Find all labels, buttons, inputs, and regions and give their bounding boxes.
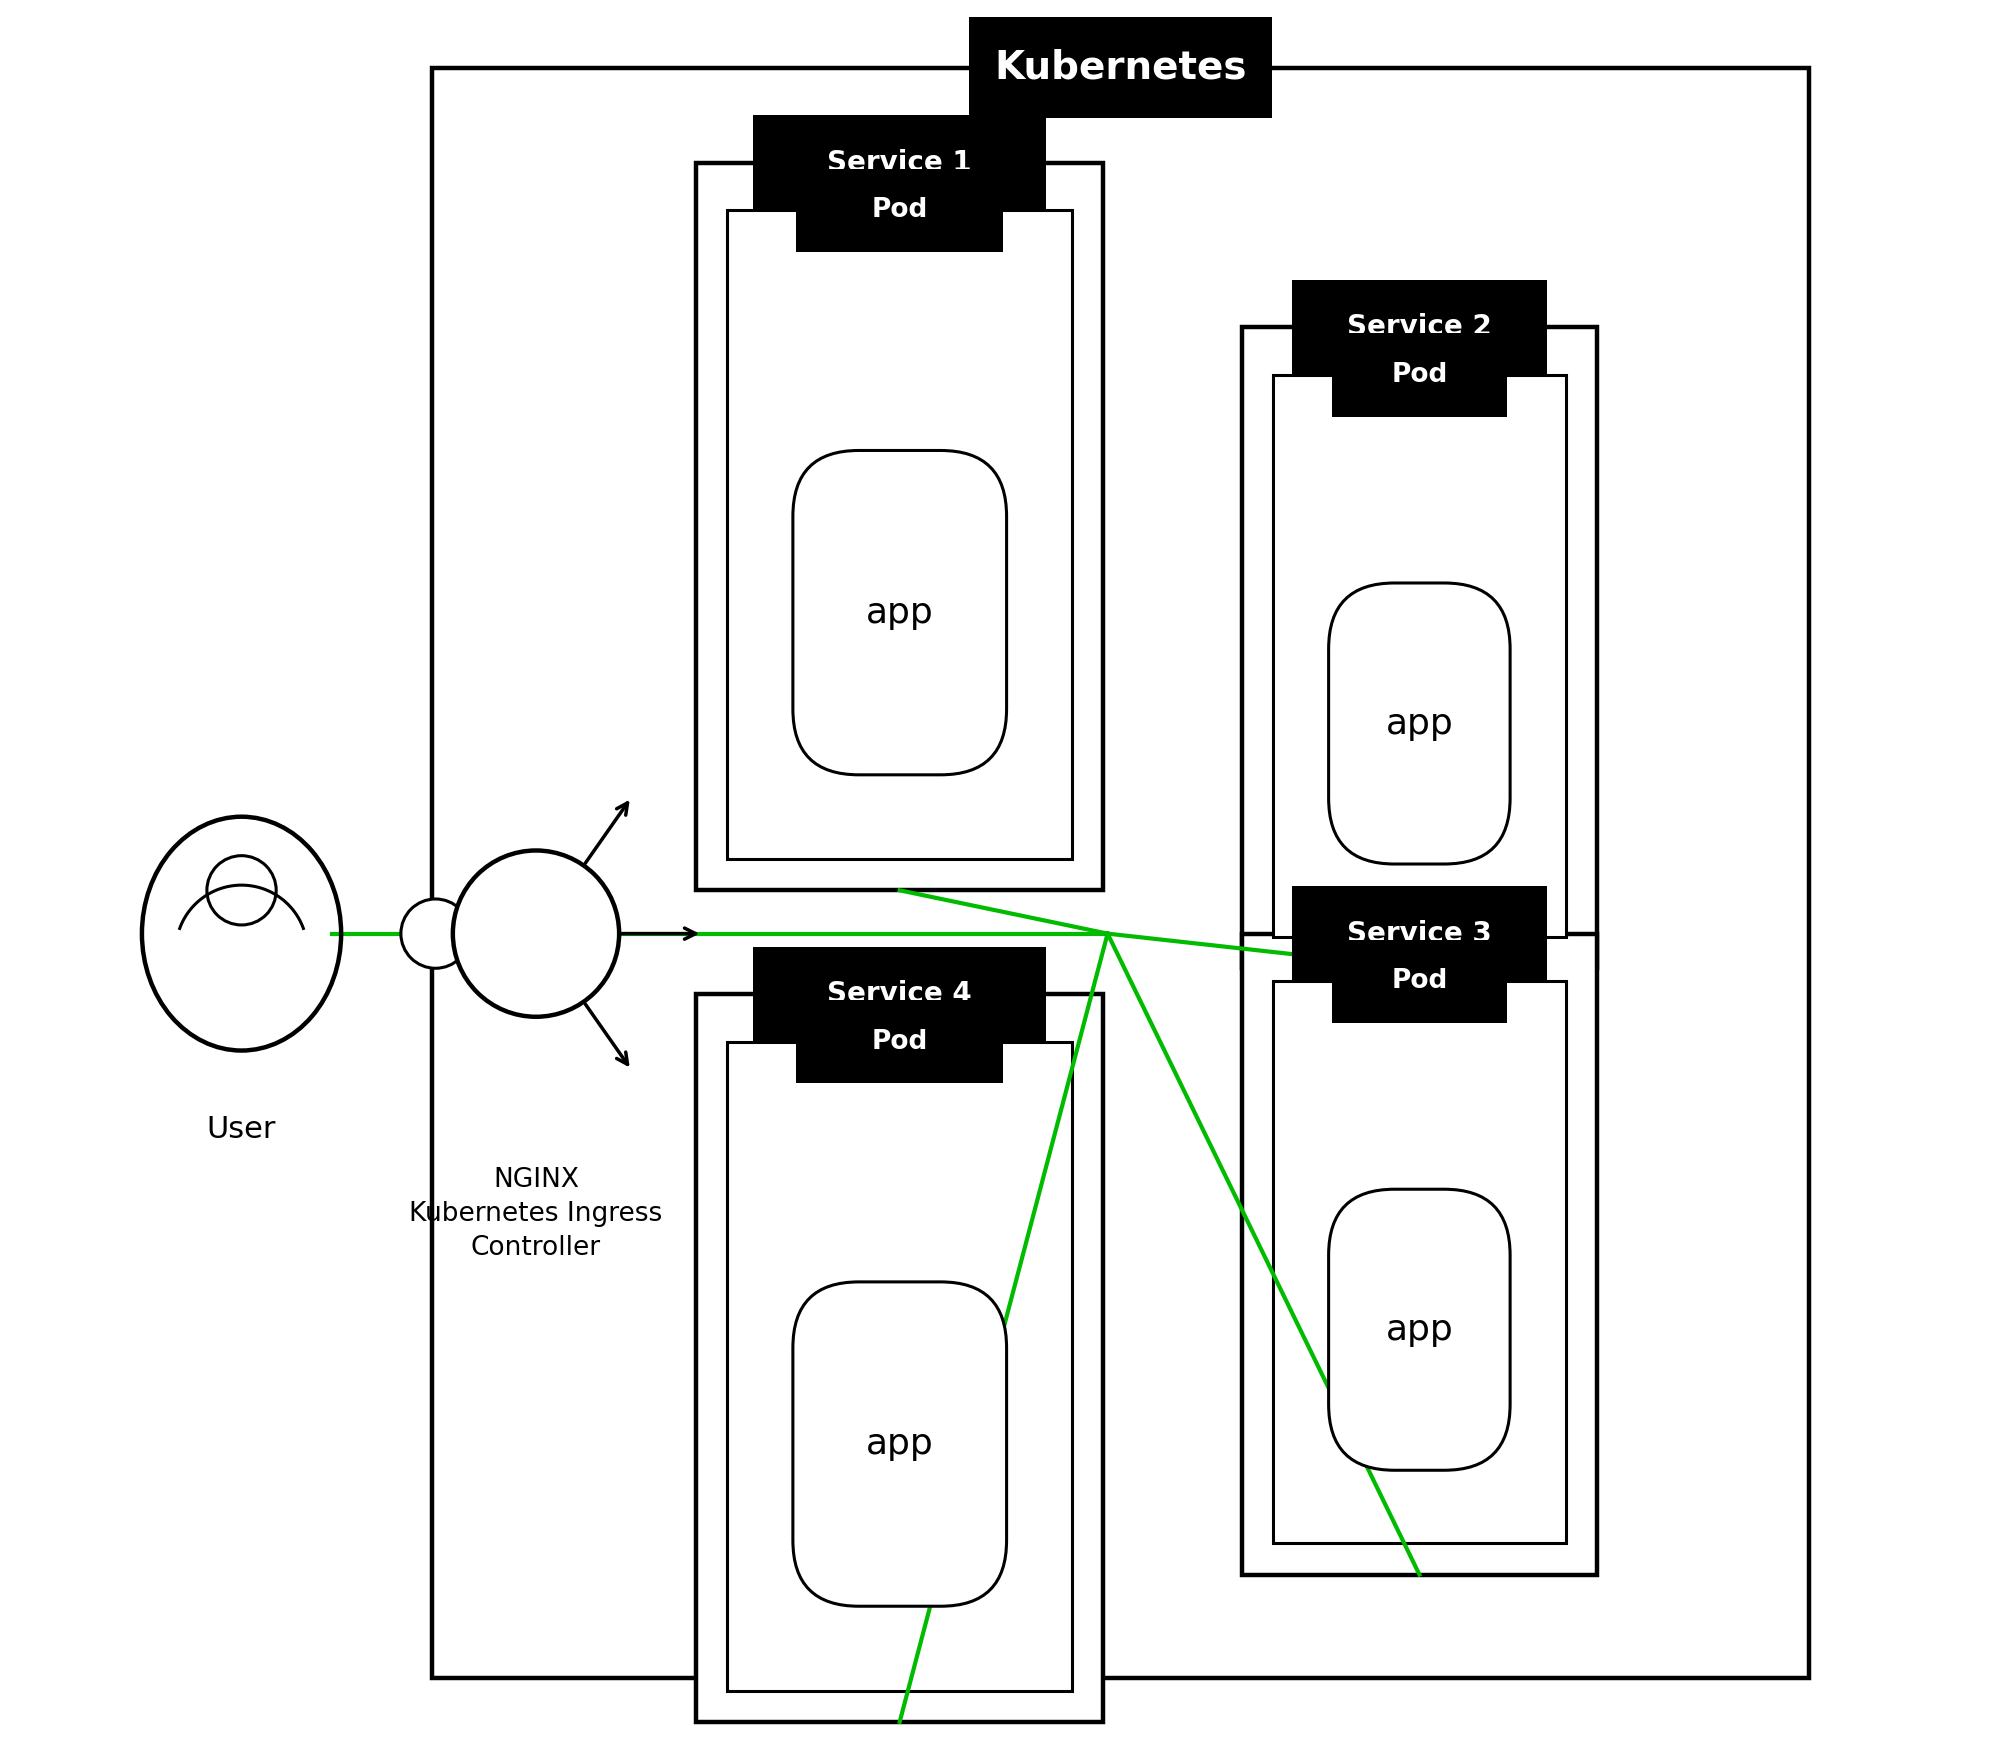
Text: Service 1: Service 1 bbox=[827, 148, 971, 176]
Bar bbox=[796, 1000, 1002, 1084]
FancyBboxPatch shape bbox=[1329, 583, 1510, 864]
Bar bbox=[728, 211, 1072, 859]
Bar bbox=[1241, 328, 1595, 969]
Text: app: app bbox=[1384, 1313, 1452, 1346]
Text: Service 2: Service 2 bbox=[1347, 313, 1492, 342]
Text: app: app bbox=[865, 1426, 933, 1461]
Bar bbox=[1273, 375, 1565, 938]
Bar bbox=[1331, 333, 1506, 417]
Bar bbox=[1241, 934, 1595, 1575]
FancyBboxPatch shape bbox=[792, 1282, 1006, 1606]
FancyBboxPatch shape bbox=[1329, 1189, 1510, 1470]
Text: Pod: Pod bbox=[1390, 361, 1446, 388]
Text: Service 3: Service 3 bbox=[1347, 920, 1492, 948]
Text: app: app bbox=[1384, 707, 1452, 740]
Bar bbox=[432, 68, 1808, 1678]
Bar bbox=[1291, 279, 1545, 375]
Bar bbox=[752, 115, 1046, 211]
Text: Pod: Pod bbox=[871, 1028, 927, 1055]
Circle shape bbox=[453, 850, 619, 1016]
FancyBboxPatch shape bbox=[792, 450, 1006, 775]
Bar bbox=[969, 17, 1271, 117]
Bar bbox=[1291, 885, 1545, 981]
Bar bbox=[1273, 981, 1565, 1543]
Text: Kubernetes: Kubernetes bbox=[994, 49, 1247, 87]
Text: User: User bbox=[207, 1116, 276, 1144]
Text: Service 4: Service 4 bbox=[827, 980, 971, 1007]
Bar bbox=[796, 169, 1002, 251]
Bar bbox=[696, 162, 1102, 890]
Text: NGINX
Kubernetes Ingress
Controller: NGINX Kubernetes Ingress Controller bbox=[410, 1168, 662, 1261]
Text: Pod: Pod bbox=[1390, 969, 1446, 993]
Bar bbox=[1331, 939, 1506, 1023]
Circle shape bbox=[400, 899, 469, 969]
Bar bbox=[696, 993, 1102, 1722]
Text: Pod: Pod bbox=[871, 197, 927, 223]
Bar bbox=[752, 946, 1046, 1042]
Text: app: app bbox=[865, 595, 933, 630]
Bar bbox=[728, 1042, 1072, 1690]
